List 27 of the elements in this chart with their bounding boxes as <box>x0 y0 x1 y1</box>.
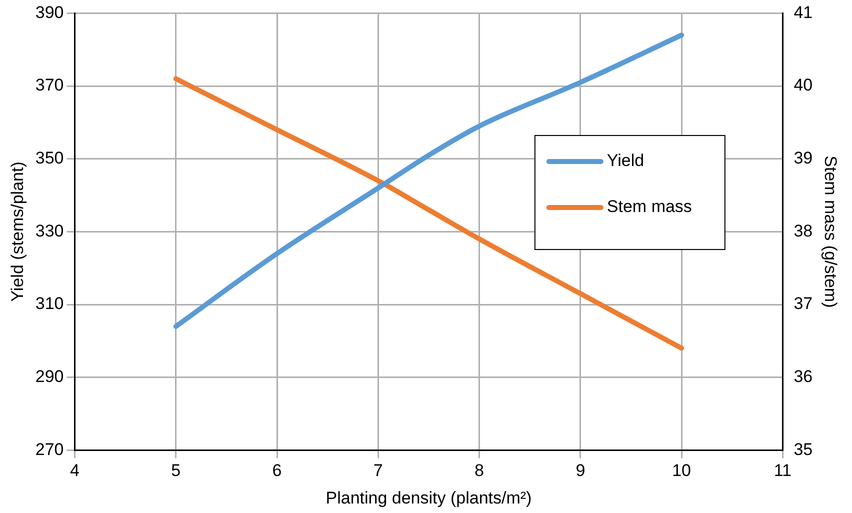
y2-tick-label: 41 <box>794 2 813 22</box>
y-axis-title: Yield (stems/plant) <box>8 162 27 302</box>
y2-tick-label: 37 <box>794 294 813 314</box>
x-tick-label: 7 <box>373 461 383 480</box>
y2-tick-label: 39 <box>794 148 813 168</box>
y-tick-label: 310 <box>35 294 64 314</box>
y2-axis-title: Stem mass (g/stem) <box>821 156 840 308</box>
x-tick-label: 6 <box>272 461 282 480</box>
x-tick-label: 10 <box>672 461 692 480</box>
y-tick-label: 350 <box>35 148 64 168</box>
x-tick-label: 4 <box>70 461 80 480</box>
legend-label: Stem mass <box>606 197 692 216</box>
y-tick-label: 330 <box>35 221 64 240</box>
x-tick-label: 8 <box>474 461 484 480</box>
x-tick-label: 9 <box>576 461 586 480</box>
x-tick-label: 11 <box>774 461 792 480</box>
y-tick-label: 290 <box>35 367 64 386</box>
legend-label: Yield <box>606 151 644 170</box>
y-tick-label: 390 <box>35 2 64 22</box>
x-axis-title: Planting density (plants/m²) <box>326 488 532 508</box>
x-tick-label: 5 <box>171 461 181 480</box>
y2-tick-label: 40 <box>794 76 813 95</box>
y2-tick-label: 38 <box>794 221 813 240</box>
y-tick-label: 270 <box>35 440 64 459</box>
y2-tick-label: 35 <box>794 440 813 459</box>
y-tick-label: 370 <box>35 76 64 95</box>
y2-tick-label: 36 <box>794 367 813 386</box>
